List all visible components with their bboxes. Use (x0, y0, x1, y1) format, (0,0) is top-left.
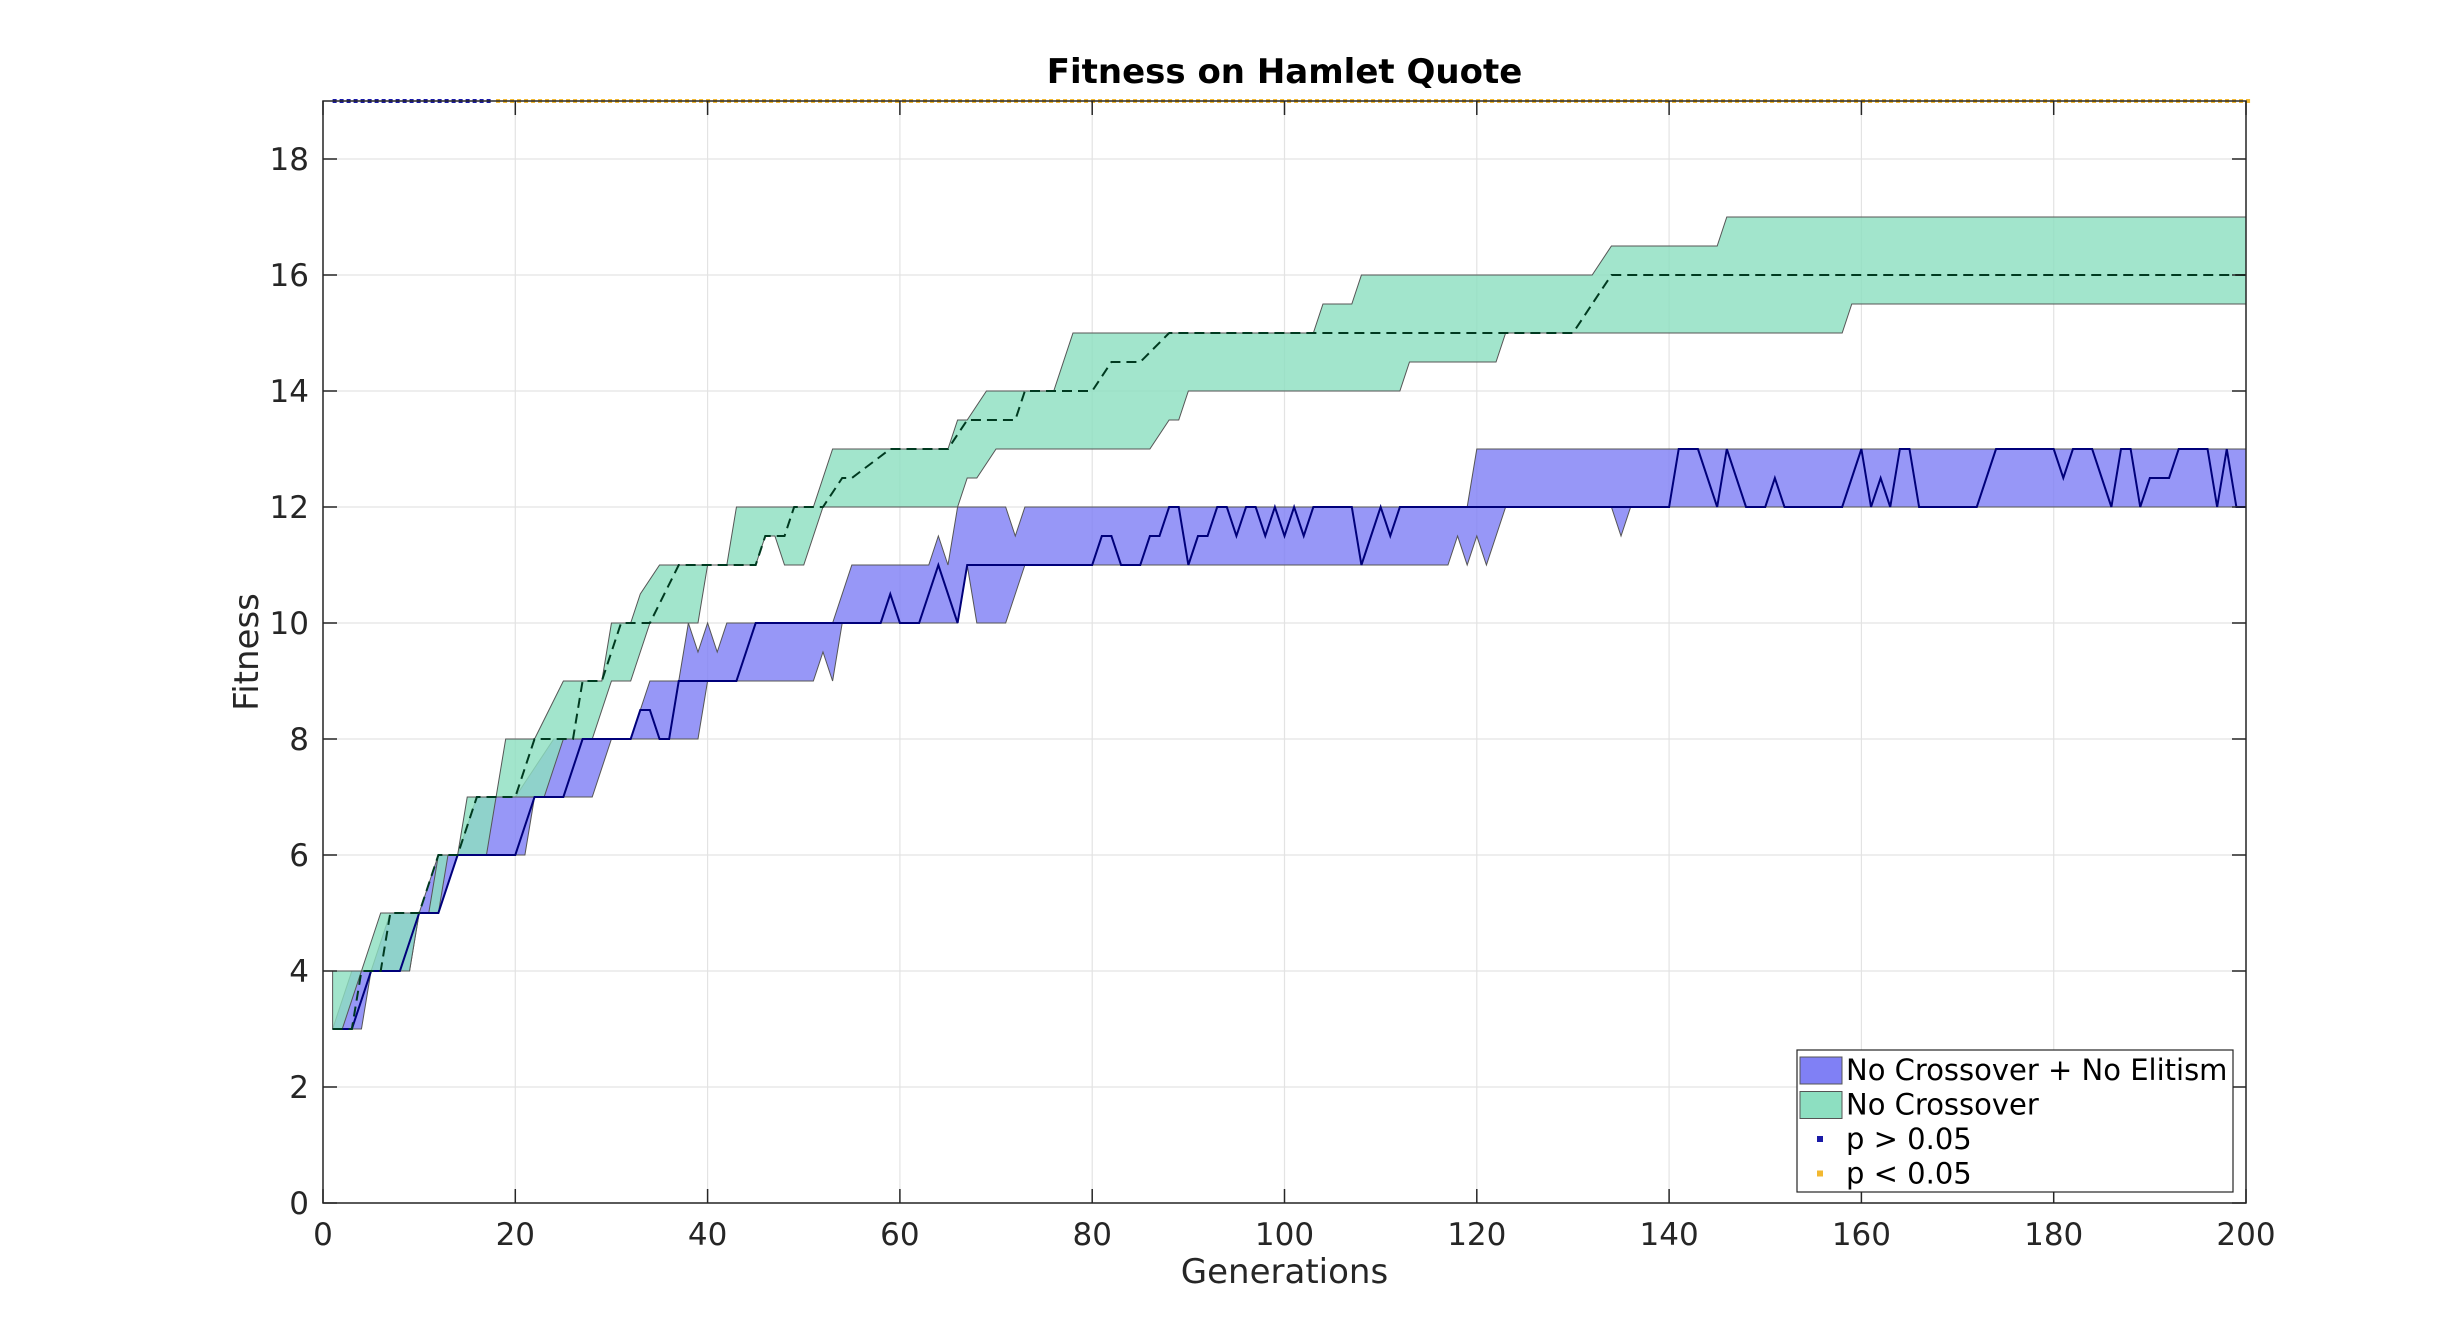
y-tick-label: 6 (289, 838, 309, 874)
legend-label-series-0: No Crossover + No Elitism (1846, 1053, 2227, 1087)
x-tick-label: 180 (2024, 1217, 2083, 1253)
x-tick-label: 80 (1072, 1217, 1111, 1253)
legend-swatch-significance-0 (1817, 1136, 1823, 1142)
legend-label-significance-0: p > 0.05 (1846, 1122, 1972, 1156)
legend-swatch-series-0 (1799, 1056, 1843, 1085)
x-tick-label: 40 (688, 1217, 727, 1253)
legend-label-series-1: No Crossover (1846, 1088, 2039, 1122)
legend-swatch-significance-1 (1817, 1170, 1823, 1177)
series-median-line-1 (332, 274, 2246, 1030)
y-tick-label: 18 (270, 142, 309, 178)
line-layer (332, 274, 2246, 1030)
chart-title: Fitness on Hamlet Quote (1047, 52, 1523, 92)
y-tick-label: 2 (289, 1070, 309, 1106)
x-axis-label: Generations (1181, 1252, 1388, 1292)
x-tick-label: 0 (313, 1217, 333, 1253)
y-tick-label: 8 (289, 722, 309, 758)
x-tick-label: 120 (1447, 1217, 1506, 1253)
series-median-line-0 (332, 448, 2246, 1030)
tick-layer: 0 20 40 60 80 100 120 140 160 180 200 0 2 4 6 8 10 12 14 16… (270, 101, 2276, 1253)
y-tick-label: 12 (270, 490, 309, 526)
legend-box (1796, 1049, 2234, 1193)
x-tick-label: 200 (2216, 1217, 2275, 1253)
x-tick-label: 140 (1640, 1217, 1699, 1253)
x-tick-label: 160 (1832, 1217, 1891, 1253)
x-tick-label: 20 (496, 1217, 535, 1253)
x-tick-label: 60 (880, 1217, 919, 1253)
y-tick-label: 10 (270, 606, 309, 642)
y-tick-label: 14 (270, 374, 309, 410)
y-axis-label: Fitness (227, 593, 267, 711)
y-tick-label: 0 (289, 1186, 309, 1222)
x-tick-label: 100 (1255, 1217, 1314, 1253)
legend-label-significance-1: p < 0.05 (1846, 1157, 1972, 1191)
y-tick-label: 4 (289, 954, 309, 990)
legend-swatch-series-1 (1799, 1091, 1843, 1119)
y-tick-label: 16 (270, 258, 309, 294)
